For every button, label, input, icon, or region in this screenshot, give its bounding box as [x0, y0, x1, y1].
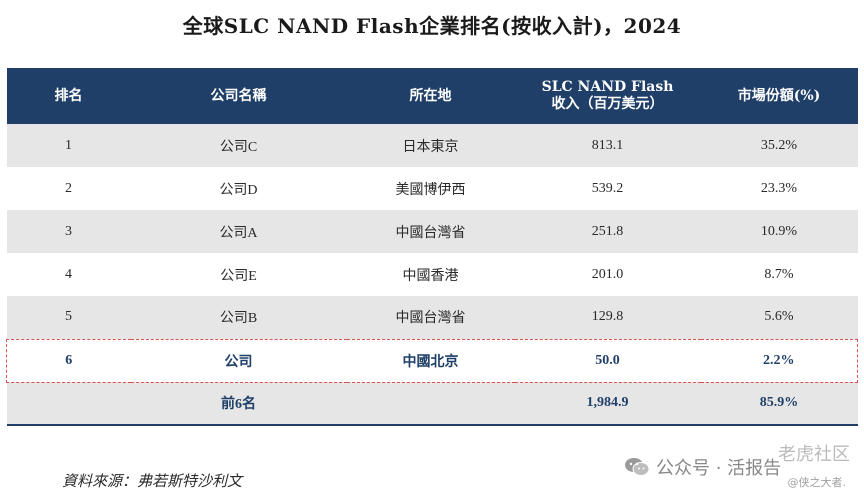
cell-revenue: 813.1	[591, 137, 624, 153]
cell-company: 公司	[130, 338, 347, 383]
cell-revenue: 539.2	[591, 180, 624, 196]
cell-company: 公司A	[219, 225, 258, 241]
table-row: 2 公司D 美國博伊西 539.2 23.3%	[7, 167, 858, 210]
cell-rank: 3	[65, 223, 72, 239]
page-title: 全球SLC NAND Flash企業排名(按收入計)，2024	[182, 14, 682, 38]
cell-location: 美國博伊西	[395, 182, 466, 198]
header-location: 所在地	[409, 87, 452, 104]
cell-revenue: 201.0	[591, 266, 624, 282]
watermark-account: 公众号 · 活报告	[656, 458, 782, 479]
header-revenue-line2: 收入（百万美元）	[551, 96, 664, 112]
cell-empty	[346, 382, 515, 426]
table-body: 1 公司C 日本東京 813.1 35.2% 2 公司D 美國博伊西 539.2…	[6, 124, 858, 426]
wechat-icon	[624, 457, 650, 477]
cell-share: 2.2%	[700, 338, 858, 383]
cell-share: 35.2%	[760, 137, 798, 153]
cell-location: 中國北京	[346, 338, 515, 383]
cell-location: 中國台灣省	[395, 225, 466, 241]
table-header: 排名 公司名稱 所在地 SLC NAND Flash 收入（百万美元） 市場份額…	[6, 68, 858, 124]
table-row: 4 公司E 中國香港 201.0 8.7%	[7, 253, 858, 296]
cell-share: 23.3%	[760, 180, 798, 196]
table-row: 1 公司C 日本東京 813.1 35.2%	[6, 124, 858, 167]
cell-share: 5.6%	[764, 309, 794, 325]
cell-location: 中國香港	[402, 268, 459, 284]
cell-company: 公司D	[219, 182, 258, 198]
cell-rank: 4	[65, 266, 72, 282]
ranking-table: 排名 公司名稱 所在地 SLC NAND Flash 收入（百万美元） 市場份額…	[6, 68, 858, 426]
watermark-site: 老虎社区	[778, 444, 850, 465]
cell-revenue: 251.8	[591, 223, 624, 239]
cell-empty	[6, 382, 131, 426]
header-row: 排名 公司名稱 所在地 SLC NAND Flash 收入（百万美元） 市場份額…	[6, 68, 858, 124]
cell-company: 公司B	[219, 311, 258, 327]
cell-location: 中國台灣省	[395, 311, 466, 327]
ranking-table-container: 排名 公司名稱 所在地 SLC NAND Flash 收入（百万美元） 市場份額…	[6, 68, 858, 426]
cell-share: 10.9%	[760, 223, 798, 239]
watermark-author: @侠之大者.	[787, 476, 847, 489]
cell-share: 8.7%	[764, 266, 794, 282]
cell-company: 公司C	[219, 139, 258, 155]
header-revenue: SLC NAND Flash 收入（百万美元）	[515, 68, 701, 124]
table-row-highlighted: 6 公司 中國北京 50.0 2.2%	[6, 338, 858, 383]
source-note: 資料來源：弗若斯特沙利文	[62, 472, 243, 490]
watermark-account-line: 公众号 · 活报告	[624, 454, 781, 480]
cell-total-label: 前6名	[130, 382, 347, 426]
cell-company: 公司E	[220, 268, 257, 284]
header-rank: 排名	[54, 87, 83, 104]
header-revenue-line1: SLC NAND Flash	[541, 79, 674, 95]
table-total-row: 前6名 1,984.9 85.9%	[6, 382, 858, 426]
table-row: 5 公司B 中國台灣省 129.8 5.6%	[6, 296, 858, 339]
cell-revenue: 50.0	[514, 338, 701, 383]
cell-rank: 5	[65, 309, 72, 325]
cell-revenue: 129.8	[591, 309, 624, 325]
cell-location: 日本東京	[402, 139, 459, 155]
table-row: 3 公司A 中國台灣省 251.8 10.9%	[6, 210, 858, 253]
cell-rank: 1	[65, 137, 72, 153]
cell-rank: 2	[65, 180, 72, 196]
cell-rank: 6	[6, 338, 131, 383]
header-company: 公司名稱	[210, 87, 267, 104]
cell-total-revenue: 1,984.9	[514, 382, 701, 426]
cell-total-share: 85.9%	[700, 382, 858, 426]
watermark: 老虎社区 公众号 · 活报告 @侠之大者.	[624, 440, 860, 498]
header-share: 市場份額(%)	[737, 87, 821, 104]
